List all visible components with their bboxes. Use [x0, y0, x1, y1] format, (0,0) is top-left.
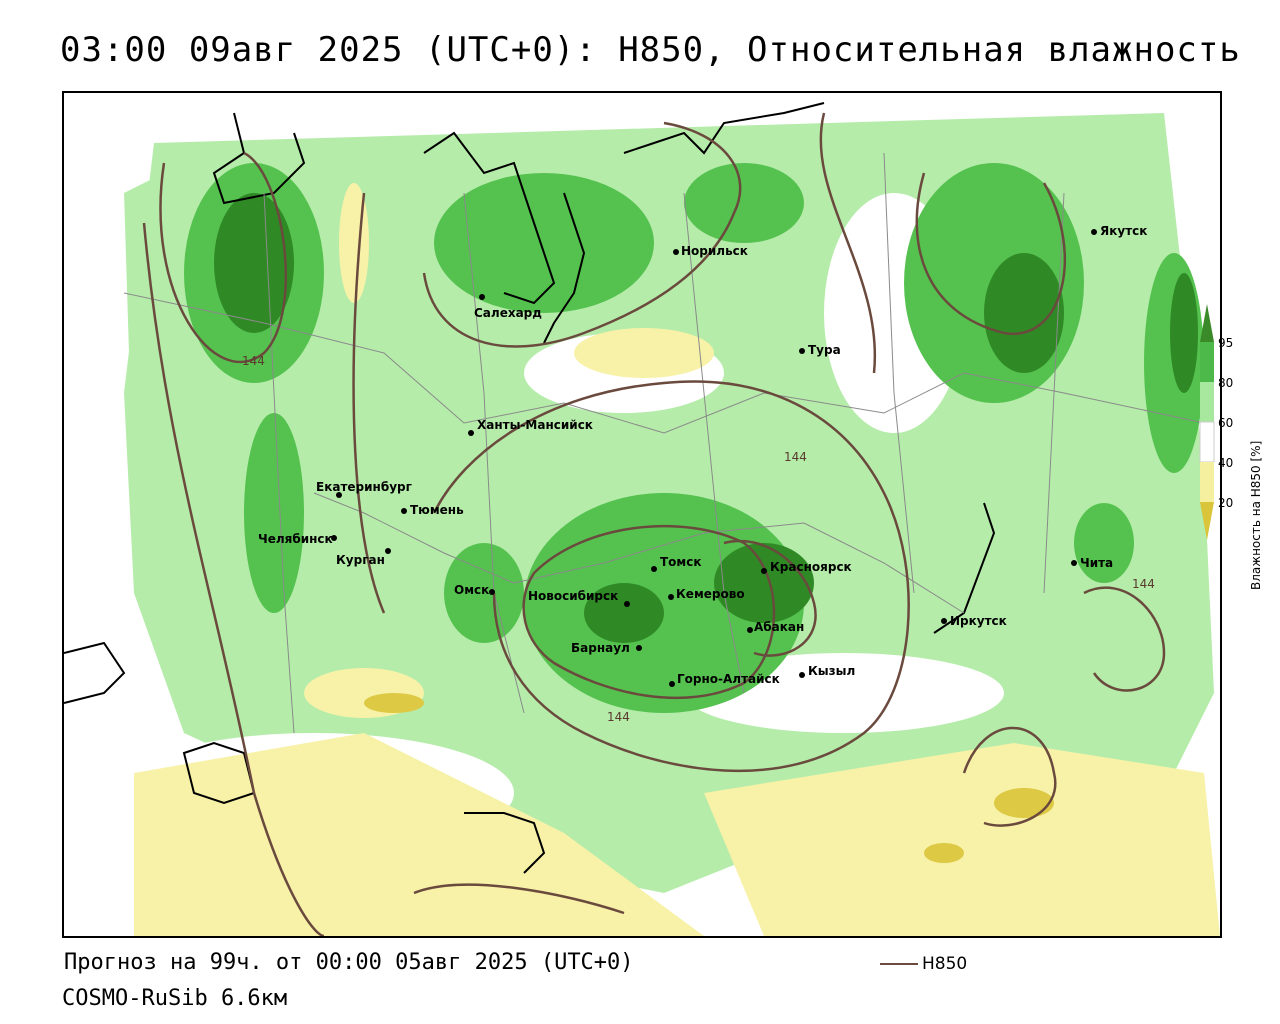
city-label: Якутск [1100, 224, 1147, 238]
city-label: Красноярск [770, 560, 852, 574]
h850-key: H850 [880, 954, 967, 974]
city-label: Кемерово [676, 587, 745, 601]
city-label: Челябинск [258, 532, 333, 546]
forecast-info: Прогноз на 99ч. от 00:00 05авг 2025 (UTC… [64, 950, 634, 975]
contour-label-144: 144 [1132, 577, 1155, 591]
legend-swatch-60-80 [1200, 382, 1214, 422]
map-title: 03:00 09авг 2025 (UTC+0): H850, Относите… [60, 30, 1241, 70]
h850-contours [142, 112, 1166, 936]
cities: Норильск Салехард Тура Якутск Ханты-Манс… [258, 224, 1147, 687]
legend-tick: 20 [1218, 496, 1233, 510]
city-label: Салехард [474, 306, 542, 320]
city-label: Тюмень [410, 503, 464, 517]
city-label: Чита [1080, 556, 1113, 570]
city-label: Томск [660, 555, 702, 569]
humidity-map[interactable]: 144 144 144 144 Норильск Салехард Тура Я… [62, 91, 1222, 938]
legend-tick: 95 [1218, 336, 1233, 350]
legend-tick: 40 [1218, 456, 1233, 470]
city-label: Омск [454, 583, 489, 597]
humidity-fill-0 [364, 693, 1054, 863]
city-label: Тура [808, 343, 841, 357]
city-label: Новосибирск [528, 589, 618, 603]
legend-cap-top [1200, 304, 1214, 342]
city-label: Екатеринбург [316, 480, 412, 494]
contour-label-144: 144 [607, 710, 630, 724]
city-label: Норильск [681, 244, 748, 258]
humidity-fill-20 [134, 183, 1220, 936]
humidity-fill-95 [214, 193, 1198, 643]
region-borders [123, 152, 1205, 734]
legend-tick: 60 [1218, 416, 1233, 430]
legend-swatch-80-95 [1200, 342, 1214, 382]
h850-key-label: H850 [922, 954, 968, 974]
model-name: COSMO-RuSib 6.6км [62, 986, 288, 1011]
city-label: Барнаул [571, 641, 630, 655]
legend-swatch-20-40 [1200, 462, 1214, 502]
legend-tick: 80 [1218, 376, 1233, 390]
city-label: Ханты-Мансийск [477, 418, 593, 432]
contour-label-144: 144 [784, 450, 807, 464]
city-label: Горно-Алтайск [677, 672, 780, 686]
legend-swatch-40-60 [1199, 421, 1215, 463]
city-label: Курган [336, 553, 385, 567]
legend-axis-label: Влажность на H850 [%] [1249, 441, 1263, 590]
humidity-legend: 95 80 60 40 20 Влажность на H850 [%] [1196, 300, 1280, 600]
contour-label-144: 144 [242, 354, 265, 368]
city-label: Кызыл [808, 664, 855, 678]
city-label: Абакан [754, 620, 804, 634]
legend-cap-bottom [1200, 502, 1214, 540]
coastlines [64, 102, 996, 874]
contour-labels: 144 144 144 144 [242, 354, 1155, 724]
city-label: Иркутск [950, 614, 1007, 628]
h850-line-icon [880, 963, 918, 965]
